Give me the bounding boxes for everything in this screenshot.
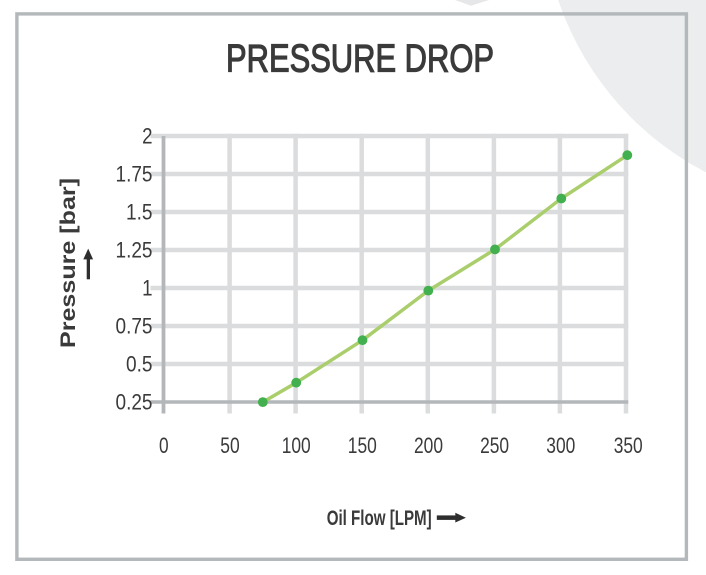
svg-text:1.25: 1.25 <box>116 237 153 262</box>
svg-text:0: 0 <box>159 433 169 458</box>
svg-text:1.75: 1.75 <box>116 161 153 186</box>
svg-text:50: 50 <box>220 433 239 458</box>
svg-text:0.5: 0.5 <box>126 351 153 376</box>
svg-text:Oil Flow [LPM]: Oil Flow [LPM] <box>327 507 432 530</box>
svg-text:0.75: 0.75 <box>116 313 153 338</box>
svg-text:2: 2 <box>142 123 152 148</box>
svg-text:300: 300 <box>546 433 575 458</box>
svg-text:100: 100 <box>282 433 311 458</box>
svg-text:PRESSURE DROP: PRESSURE DROP <box>226 38 494 81</box>
svg-text:Pressure [bar]: Pressure [bar] <box>56 178 80 348</box>
svg-text:1: 1 <box>142 275 152 300</box>
svg-text:0.25: 0.25 <box>116 389 153 414</box>
svg-text:200: 200 <box>414 433 443 458</box>
svg-text:250: 250 <box>480 433 509 458</box>
svg-text:1.5: 1.5 <box>126 199 153 224</box>
svg-text:350: 350 <box>614 433 643 458</box>
svg-text:150: 150 <box>348 433 377 458</box>
